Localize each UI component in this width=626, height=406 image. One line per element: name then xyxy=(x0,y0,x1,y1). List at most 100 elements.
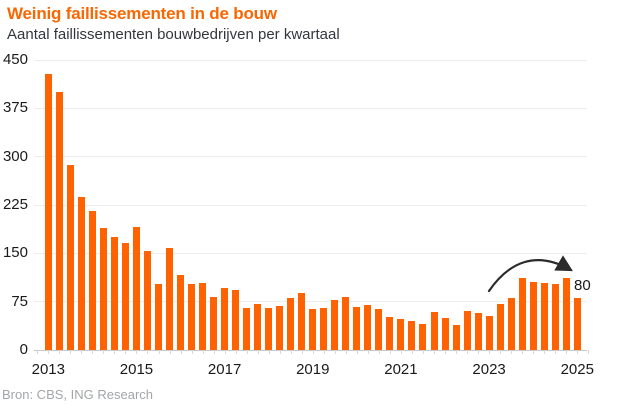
x-axis-tick xyxy=(48,350,50,354)
x-axis-tick xyxy=(445,350,447,354)
bar xyxy=(496,303,504,350)
bar xyxy=(298,293,306,350)
bar xyxy=(232,290,240,350)
x-axis-tick xyxy=(92,350,94,354)
bar xyxy=(419,323,427,350)
bar xyxy=(364,304,372,350)
y-tick-label: 375 xyxy=(2,99,28,117)
x-axis-tick xyxy=(522,350,524,354)
x-axis-tick xyxy=(478,350,480,354)
bar xyxy=(441,318,449,350)
x-axis-tick xyxy=(202,350,204,354)
x-axis-tick xyxy=(235,350,237,354)
bar xyxy=(99,227,107,350)
x-axis-tick xyxy=(279,350,281,354)
x-axis-tick xyxy=(136,350,138,354)
x-axis-tick xyxy=(70,350,72,354)
x-axis-tick xyxy=(489,350,491,354)
bar xyxy=(551,283,559,350)
x-axis-baseline xyxy=(34,349,587,351)
x-axis-tick xyxy=(345,350,347,354)
x-tick-label: 2017 xyxy=(207,361,242,378)
x-axis-tick xyxy=(125,350,127,354)
chart-title: Weinig faillissementen in de bouw xyxy=(7,4,277,23)
x-axis-tick xyxy=(246,350,248,354)
x-axis-tick xyxy=(37,350,39,354)
x-axis-tick xyxy=(81,350,83,354)
gridline xyxy=(34,156,587,158)
x-axis-tick xyxy=(378,350,380,354)
x-tick-label: 2021 xyxy=(384,361,418,378)
bar xyxy=(320,308,328,350)
gridline xyxy=(34,204,587,206)
bar xyxy=(309,309,317,350)
bar xyxy=(221,287,229,350)
x-tick-label: 2013 xyxy=(31,361,65,378)
bar xyxy=(562,278,570,350)
x-axis-tick xyxy=(268,350,270,354)
y-tick-label: 450 xyxy=(2,51,28,68)
bar xyxy=(110,236,118,350)
annotation-value: 80 xyxy=(574,277,591,294)
bar xyxy=(540,282,548,350)
bar xyxy=(177,274,185,350)
bar xyxy=(529,282,537,350)
x-axis-tick xyxy=(577,350,579,354)
x-tick-label: 2019 xyxy=(296,361,330,378)
bar xyxy=(331,299,339,350)
x-axis-tick xyxy=(103,350,105,354)
bar xyxy=(77,196,85,350)
bar xyxy=(397,319,405,350)
x-axis-tick xyxy=(224,350,226,354)
bar xyxy=(386,317,394,350)
x-axis-tick xyxy=(566,350,568,354)
plot-area xyxy=(34,59,590,354)
x-axis-tick xyxy=(312,350,314,354)
y-tick-label: 225 xyxy=(2,196,28,213)
bar xyxy=(573,298,581,350)
x-axis-tick xyxy=(213,350,215,354)
bar xyxy=(199,282,207,350)
bar xyxy=(518,278,526,350)
x-tick-label: 2025 xyxy=(560,361,594,378)
bar xyxy=(121,243,129,350)
source-note: Bron: CBS, ING Research xyxy=(2,387,153,402)
x-axis-tick xyxy=(59,350,61,354)
x-axis-tick xyxy=(323,350,325,354)
y-tick-label: 0 xyxy=(19,341,28,358)
x-axis-tick xyxy=(147,350,149,354)
x-axis-tick xyxy=(180,350,182,354)
bar xyxy=(353,306,361,350)
bar xyxy=(276,306,284,350)
bar xyxy=(66,165,74,350)
x-axis-tick xyxy=(334,350,336,354)
bar xyxy=(452,324,460,350)
bar xyxy=(375,308,383,350)
bar xyxy=(88,211,96,350)
bar xyxy=(474,313,482,350)
bar xyxy=(44,74,52,350)
bar xyxy=(342,297,350,350)
x-axis-tick xyxy=(555,350,557,354)
x-axis-tick xyxy=(114,350,116,354)
gridline xyxy=(34,252,587,254)
x-tick-label: 2015 xyxy=(119,361,154,378)
x-axis-tick xyxy=(257,350,259,354)
bar xyxy=(210,296,218,350)
x-tick-label: 2023 xyxy=(472,361,506,378)
bar xyxy=(155,284,162,350)
bar xyxy=(265,308,273,350)
x-axis-tick xyxy=(301,350,303,354)
y-tick-label: 300 xyxy=(2,147,28,165)
x-axis-tick xyxy=(389,350,391,354)
bar xyxy=(254,304,262,350)
gridline xyxy=(34,107,587,109)
bar xyxy=(243,308,251,350)
x-axis-tick xyxy=(367,350,369,354)
x-axis-tick xyxy=(544,350,546,354)
x-axis-tick xyxy=(191,350,193,354)
x-axis-tick xyxy=(158,350,160,354)
chart-subtitle: Aantal faillissementen bouwbedrijven per… xyxy=(7,26,340,43)
x-axis-tick xyxy=(422,350,424,354)
